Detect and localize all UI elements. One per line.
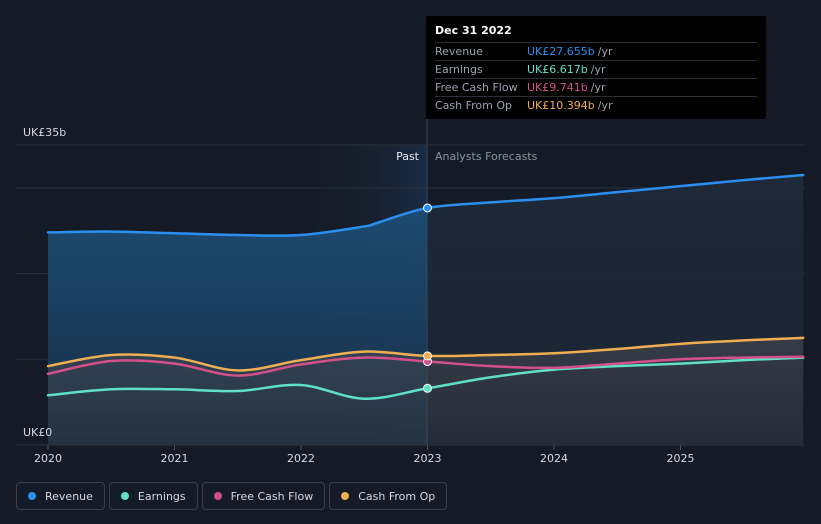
tooltip-value: UK£10.394b [527, 99, 595, 112]
legend-label: Revenue [45, 489, 93, 503]
x-tick-label: 2020 [34, 452, 62, 465]
tooltip-unit: /yr [597, 99, 613, 112]
tooltip-row-free-cash-flow: Free Cash Flow UK£9.741b /yr [435, 79, 757, 97]
tooltip: Dec 31 2022 Revenue UK£27.655b /yr Earni… [426, 16, 766, 119]
free-cash-flow-dot-icon [213, 492, 222, 500]
highlight-point-cash-from-op [423, 351, 432, 361]
legend-label: Free Cash Flow [230, 489, 314, 503]
revenue-dot-icon [28, 492, 36, 500]
tooltip-value: UK£9.741b [527, 81, 588, 94]
tooltip-unit: /yr [597, 45, 613, 58]
highlight-point-earnings [423, 383, 432, 393]
earnings-dot-icon [120, 492, 129, 500]
legend-item-revenue[interactable]: Revenue [16, 482, 105, 510]
x-tick-label: 2024 [540, 452, 568, 465]
legend-item-cash-from-op[interactable]: Cash From Op [329, 482, 448, 510]
cash-from-op-dot-icon [341, 492, 350, 500]
past-label: Past [396, 150, 420, 163]
tooltip-label: Revenue [435, 45, 483, 58]
x-tick-label: 2022 [287, 452, 315, 465]
series-line-cash-from-op [46, 336, 805, 372]
tooltip-label: Earnings [435, 63, 483, 76]
highlight-point-revenue [423, 203, 432, 213]
tooltip-value: UK£6.617b [527, 63, 588, 76]
tooltip-row-earnings: Earnings UK£6.617b /yr [435, 61, 757, 79]
x-tick-label: 2025 [667, 452, 695, 465]
tooltip-row-cash-from-op: Cash From Op UK£10.394b /yr [435, 97, 757, 114]
x-tick-label: 2021 [161, 452, 189, 465]
tooltip-value: UK£27.655b [527, 45, 595, 58]
legend-item-free-cash-flow[interactable]: Free Cash Flow [201, 482, 326, 510]
series-line-revenue [46, 173, 805, 237]
y-tick-top: UK£35b [23, 126, 66, 139]
legend-item-earnings[interactable]: Earnings [108, 482, 198, 510]
tooltip-label: Cash From Op [435, 99, 513, 112]
tooltip-unit: /yr [590, 63, 606, 76]
forecast-label: Analysts Forecasts [435, 150, 538, 163]
legend-label: Earnings [137, 489, 186, 503]
x-tick-label: 2023 [414, 452, 442, 465]
tooltip-date: Dec 31 2022 [435, 24, 757, 43]
tooltip-row-revenue: Revenue UK£27.655b /yr [435, 43, 757, 61]
legend-label: Cash From Op [358, 489, 436, 503]
tooltip-label: Free Cash Flow [435, 81, 518, 94]
legend: Revenue Earnings Free Cash Flow Cash Fro… [16, 482, 448, 510]
tooltip-unit: /yr [590, 81, 606, 94]
y-tick-bottom: UK£0 [23, 426, 52, 439]
